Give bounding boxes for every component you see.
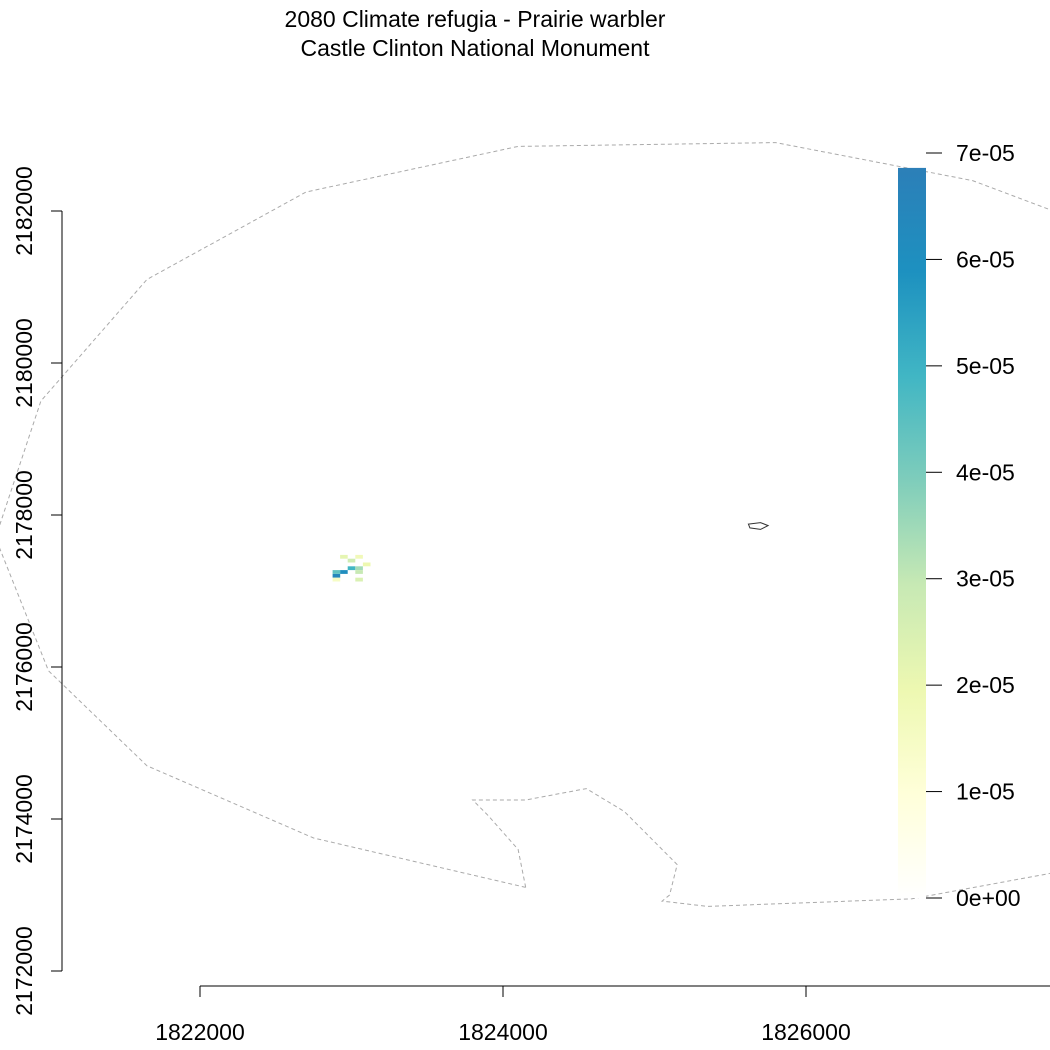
y-tick-label-5: 2182000 xyxy=(11,166,37,256)
y-tick-label-1: 2174000 xyxy=(11,774,37,864)
raster-cell-3 xyxy=(332,570,341,574)
x-axis: 18220001824000182600018280001830000 xyxy=(155,985,1050,1045)
legend-tick-label-3: 3e-05 xyxy=(956,566,1015,592)
chart-title: 2080 Climate refugia - Prairie warbler xyxy=(284,6,666,32)
raster-cell-9 xyxy=(355,577,363,582)
legend-tick-label-0: 0e+00 xyxy=(956,885,1021,911)
legend-tick-label-5: 5e-05 xyxy=(956,353,1015,379)
y-tick-label-4: 2180000 xyxy=(11,318,37,408)
park-boundary xyxy=(747,522,770,530)
raster-cell-0 xyxy=(332,573,341,578)
raster-cell-4 xyxy=(355,566,363,571)
x-tick-label-1: 1824000 xyxy=(458,1019,548,1045)
chart-subtitle: Castle Clinton National Monument xyxy=(300,35,650,61)
legend-tick-label-6: 6e-05 xyxy=(956,246,1015,272)
legend-tick-label-2: 2e-05 xyxy=(956,672,1015,698)
raster-cell-8 xyxy=(355,554,363,559)
y-tick-label-2: 2176000 xyxy=(11,622,37,712)
raster-cell-6 xyxy=(347,558,356,563)
raster-cell-2 xyxy=(347,566,356,571)
legend-tick-label-7: 7e-05 xyxy=(956,140,1015,166)
raster-cell-1 xyxy=(340,570,348,574)
legend-tick-label-1: 1e-05 xyxy=(956,779,1015,805)
x-tick-label-0: 1822000 xyxy=(155,1019,245,1045)
color-legend: 0e+00 1e-05 2e-05 3e-05 4e-05 5e-05 6e-05 7e-05 xyxy=(898,140,1021,911)
y-axis: 2172000 2174000 2176000 2178000 2180000 21820… xyxy=(11,166,63,1016)
y-tick-label-3: 2178000 xyxy=(11,470,37,560)
raster-cell-10 xyxy=(332,577,341,582)
buffer-boundary xyxy=(0,142,1050,907)
map-panel xyxy=(0,142,1050,907)
raster-cell-11 xyxy=(362,562,371,567)
y-tick-label-0: 2172000 xyxy=(11,926,37,1016)
legend-colorbar xyxy=(898,167,926,898)
legend-tick-label-4: 4e-05 xyxy=(956,459,1015,485)
x-tick-label-2: 1826000 xyxy=(761,1019,851,1045)
raster-cell-5 xyxy=(355,570,363,574)
raster-cell-7 xyxy=(340,554,348,559)
